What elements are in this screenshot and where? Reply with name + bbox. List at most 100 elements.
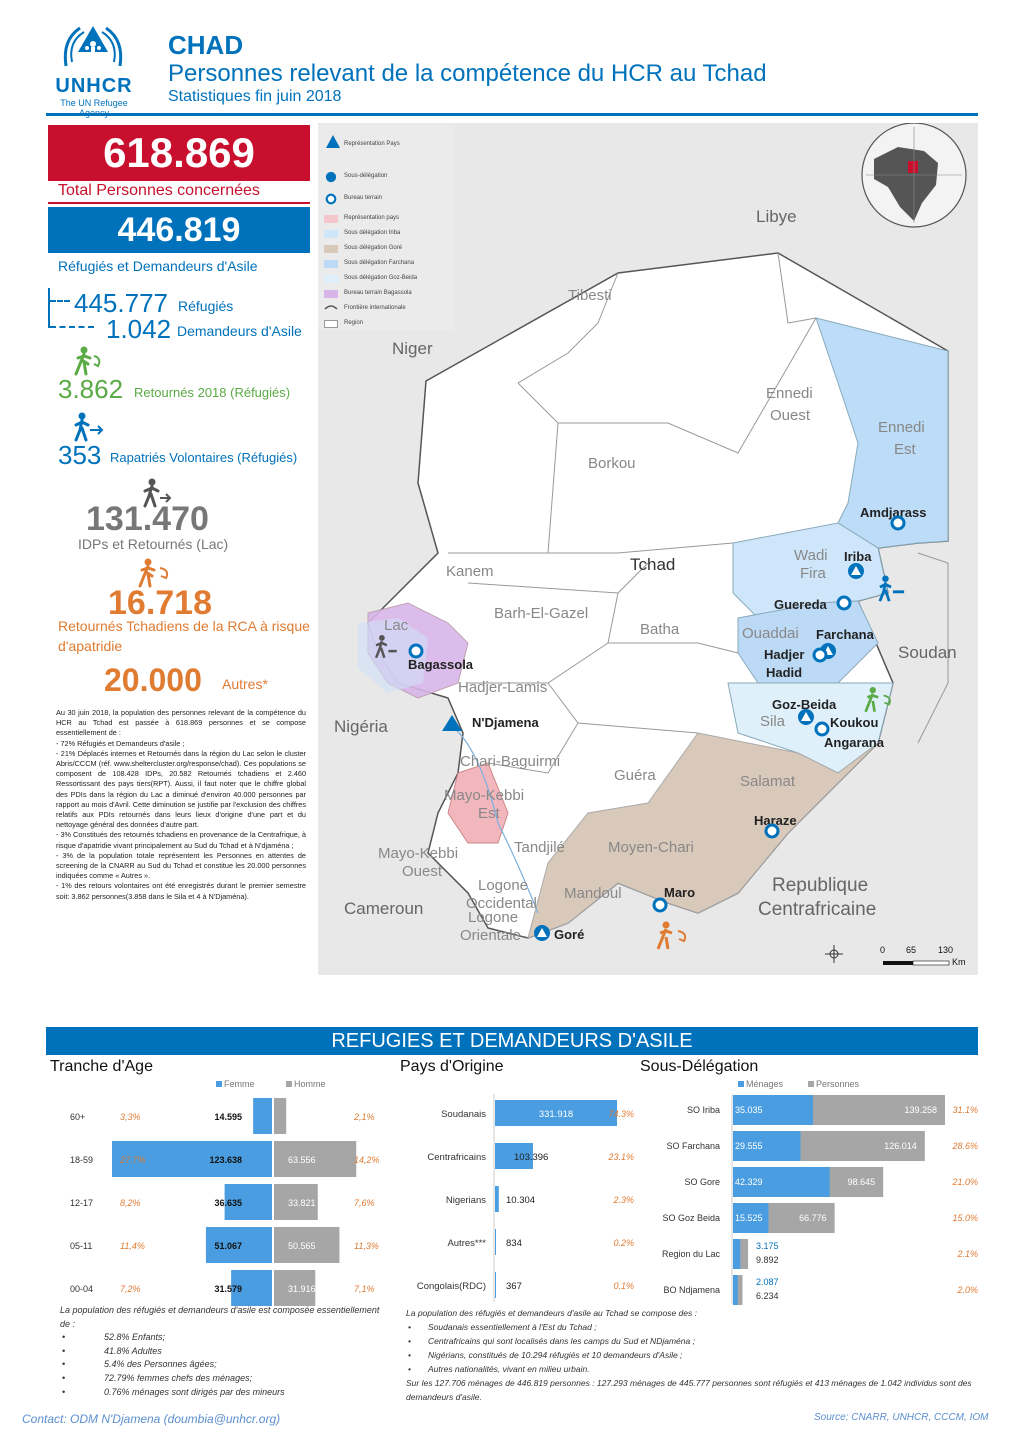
legend-femme-swatch — [216, 1081, 222, 1087]
label-bagassola: Bagassola — [408, 657, 474, 672]
scale-0: 0 — [880, 945, 886, 955]
returned-value: 3.862 — [58, 374, 124, 404]
tchad-returnee-icon — [138, 558, 169, 588]
femme-pct: 3,3% — [120, 1112, 141, 1122]
origin-label: Congolais(RDC) — [417, 1281, 486, 1292]
personnes-value: 98.645 — [848, 1177, 876, 1187]
footer-contact: Contact: ODM N'Djamena (doumbia@unhcr.or… — [22, 1412, 281, 1426]
legend-swatch — [324, 215, 338, 223]
field-office-marker-icon — [836, 595, 852, 611]
age-chart: Femme Homme 60+ 3,3% 14.595 9.447 2,1% 18-59 27.… — [70, 1079, 380, 1306]
label-logone-or-2: Orientale — [460, 927, 521, 944]
label-farchana: Farchana — [816, 627, 874, 642]
note-text: 0.76% ménages sont dirigés par des mineu… — [104, 1386, 285, 1397]
note-item: • Centrafricains qui sont localisés dans … — [406, 1334, 978, 1348]
summary-line: Au 30 juin 2018, la population des perso… — [56, 708, 306, 738]
label-amdjarass: Amdjarass — [860, 505, 927, 520]
border-line-icon — [324, 305, 338, 310]
note-text: Nigérians, constitués de 10.294 réfugiés… — [428, 1350, 683, 1360]
repatriated-icon — [74, 412, 104, 442]
homme-bar — [274, 1270, 316, 1306]
menages-value: 3.175 — [756, 1241, 779, 1251]
age-label: 00-04 — [70, 1284, 93, 1294]
summary-line: - 3% de la population totale représenten… — [56, 850, 306, 881]
scale-unit: Km — [952, 957, 966, 967]
subdel-pct: 2.1% — [956, 1249, 978, 1259]
autres-value: 20.000 — [104, 662, 202, 698]
legend-homme: Homme — [294, 1079, 326, 1089]
label-wadi-2: Fira — [800, 565, 826, 582]
unhcr-logo-icon — [326, 135, 340, 148]
bullet-icon: • — [408, 1364, 411, 1374]
menages-value: 2.087 — [756, 1277, 779, 1287]
age-notes-intro: La population des réfugiés et demandeurs… — [60, 1305, 380, 1329]
refugees-bracket — [48, 288, 94, 328]
age-label: 12-17 — [70, 1198, 93, 1208]
subdel-pct: 31.1% — [952, 1105, 978, 1115]
origin-label: Centrafricains — [427, 1152, 486, 1163]
label-tchad: Tchad — [630, 555, 676, 574]
footer-source: Source: CNARR, UNHCR, CCCM, IOM — [814, 1412, 989, 1423]
legend-swatch — [324, 260, 338, 268]
bullet-icon: • — [62, 1372, 66, 1383]
label-mayo-est-2: Est — [478, 805, 500, 822]
legend-menages-swatch — [738, 1081, 744, 1087]
origin-label: Nigerians — [446, 1195, 486, 1206]
note-item: • 72.79% femmes chefs des ménages; — [60, 1372, 382, 1386]
subdel-pct: 2.0% — [956, 1285, 978, 1295]
label-ennedi-ouest: Ennedi — [766, 385, 813, 402]
homme-bar — [274, 1098, 287, 1134]
origin-pct: 23.1% — [607, 1152, 634, 1162]
legend-homme-swatch — [286, 1081, 292, 1087]
idp-value: 131.470 — [86, 500, 209, 538]
idp-map-icon — [374, 635, 397, 659]
menages-value: 15.525 — [735, 1213, 763, 1223]
idp-label: IDPs et Retournés (Lac) — [78, 536, 229, 552]
femme-pct: 7,2% — [120, 1284, 141, 1294]
homme-pct: 14,2% — [354, 1155, 380, 1165]
subdelegation-marker-icon — [848, 563, 864, 579]
autres-label: Autres* — [222, 676, 268, 692]
unhcr-logo: UNHCR The UN Refugee Agency — [46, 18, 142, 118]
label-lac: Lac — [384, 617, 409, 634]
subdel-pct: 21.0% — [951, 1177, 978, 1187]
label-barh: Barh-El-Gazel — [494, 605, 589, 622]
subdel-label: SO Goz Beida — [662, 1213, 720, 1223]
subdel-pct: 28.6% — [951, 1141, 978, 1151]
personnes-value: 126.014 — [884, 1141, 917, 1151]
age-label: 05-11 — [70, 1241, 92, 1251]
summary-line: - 72% Réfugiés et Demandeurs d'asile ; — [56, 738, 185, 748]
tchad-returned-label: Retournés Tchadiens de la RCA à risque d… — [58, 618, 310, 654]
label-iriba: Iriba — [844, 549, 872, 564]
label-mayo-ouest-2: Ouest — [402, 863, 443, 880]
label-rca: Republique — [772, 875, 869, 896]
personnes-value: 66.776 — [799, 1213, 827, 1223]
page-title: Personnes relevant de la compétence du H… — [168, 60, 767, 87]
bullet-icon: • — [408, 1350, 411, 1360]
origin-value: 331.918 — [539, 1109, 573, 1120]
note-text: 72.79% femmes chefs des ménages; — [104, 1372, 253, 1383]
bullet-icon: • — [62, 1332, 66, 1343]
label-logone-or: Logone — [468, 909, 519, 926]
legend-swatch — [324, 290, 338, 298]
homme-pct: 2,1% — [353, 1112, 375, 1122]
header-divider — [46, 113, 978, 116]
menages-value: 35.035 — [735, 1105, 763, 1115]
homme-value: 31.916 — [288, 1284, 316, 1294]
subdelegation-marker-icon — [798, 709, 814, 725]
origin-notes-outro: Sur les 127.706 ménages de 446.819 perso… — [406, 1378, 972, 1402]
label-rca-2: Centrafricaine — [758, 899, 877, 920]
region-outline-icon — [324, 320, 338, 328]
note-item: • Soudanais essentiellement à l'Est du Tc… — [406, 1320, 978, 1334]
label-tandjile: Tandjilé — [514, 839, 565, 856]
origin-chart-title: Pays d'Origine — [400, 1058, 504, 1075]
scale-130: 130 — [938, 945, 954, 955]
note-text: 41.8% Adultes — [104, 1345, 162, 1356]
label-logone-occ: Logone — [478, 877, 529, 894]
total-value: 618.869 — [48, 125, 310, 181]
label-mayo-ouest: Mayo-Kebbi — [378, 845, 459, 862]
note-item: • Autres nationalités, vivant en milieu u… — [406, 1362, 978, 1376]
country-title: CHAD — [168, 30, 244, 60]
label-ennedi-ouest-2: Ouest — [770, 407, 811, 424]
homme-pct: 7,1% — [354, 1284, 375, 1294]
